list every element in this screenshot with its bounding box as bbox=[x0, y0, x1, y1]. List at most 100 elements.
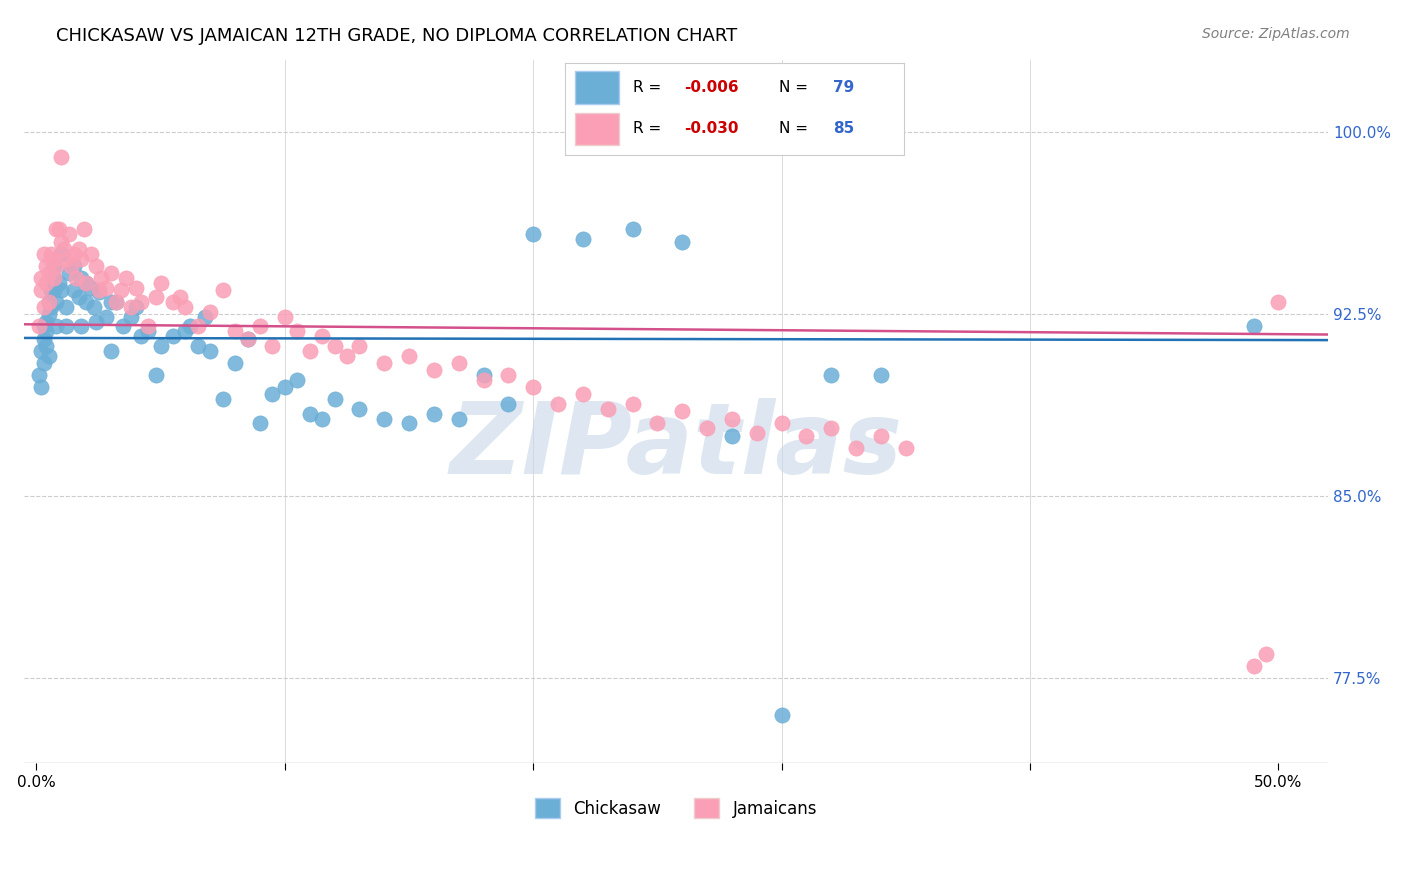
Point bbox=[51, 283, 73, 297]
Point bbox=[75, 276, 97, 290]
Point bbox=[75, 276, 97, 290]
Point bbox=[671, 404, 693, 418]
Point bbox=[62, 246, 84, 260]
Point bbox=[721, 428, 744, 442]
Point bbox=[149, 339, 172, 353]
Legend: Chickasaw, Jamaicans: Chickasaw, Jamaicans bbox=[529, 791, 824, 825]
Point bbox=[70, 271, 93, 285]
Point bbox=[67, 290, 90, 304]
Point bbox=[35, 339, 58, 353]
Text: CHICKASAW VS JAMAICAN 12TH GRADE, NO DIPLOMA CORRELATION CHART: CHICKASAW VS JAMAICAN 12TH GRADE, NO DIP… bbox=[56, 27, 738, 45]
Point bbox=[820, 368, 842, 382]
Point bbox=[94, 280, 117, 294]
Point bbox=[236, 332, 259, 346]
Point bbox=[1254, 647, 1277, 661]
Point bbox=[498, 397, 520, 411]
Point bbox=[70, 319, 93, 334]
Point bbox=[32, 356, 55, 370]
Point bbox=[45, 259, 67, 273]
Point bbox=[84, 259, 107, 273]
Point bbox=[110, 283, 132, 297]
Point bbox=[373, 411, 395, 425]
Point bbox=[200, 305, 222, 319]
Point bbox=[115, 271, 138, 285]
Point bbox=[62, 259, 84, 273]
Point bbox=[796, 428, 818, 442]
Point bbox=[162, 329, 184, 343]
Point bbox=[42, 271, 65, 285]
Point bbox=[32, 332, 55, 346]
Point bbox=[472, 368, 495, 382]
Point bbox=[285, 373, 308, 387]
Point bbox=[120, 310, 142, 324]
Point bbox=[145, 290, 167, 304]
Point bbox=[28, 319, 51, 334]
Point bbox=[323, 339, 346, 353]
Point bbox=[129, 329, 152, 343]
Point bbox=[42, 283, 65, 297]
Point bbox=[58, 227, 80, 242]
Point bbox=[38, 266, 60, 280]
Point bbox=[671, 235, 693, 249]
Point bbox=[224, 356, 246, 370]
Point bbox=[200, 343, 222, 358]
Point bbox=[621, 222, 644, 236]
Point bbox=[373, 356, 395, 370]
Point bbox=[125, 280, 148, 294]
Point bbox=[28, 368, 51, 382]
Point bbox=[870, 368, 893, 382]
Point bbox=[423, 407, 446, 421]
Point bbox=[35, 259, 58, 273]
Point bbox=[1267, 295, 1289, 310]
Point bbox=[100, 295, 122, 310]
Point bbox=[498, 368, 520, 382]
Point bbox=[447, 356, 470, 370]
Point bbox=[48, 222, 70, 236]
Point bbox=[41, 246, 63, 260]
Point bbox=[596, 401, 619, 416]
Point bbox=[55, 252, 77, 266]
Point bbox=[311, 329, 333, 343]
Point bbox=[41, 252, 63, 266]
Point bbox=[51, 246, 73, 260]
Point bbox=[41, 300, 63, 314]
Point bbox=[745, 426, 768, 441]
Point bbox=[38, 295, 60, 310]
Point bbox=[32, 319, 55, 334]
Point bbox=[187, 319, 209, 334]
Point bbox=[211, 392, 233, 407]
Point bbox=[770, 417, 793, 431]
Point bbox=[187, 339, 209, 353]
Point bbox=[67, 242, 90, 256]
Point bbox=[100, 266, 122, 280]
Point bbox=[45, 295, 67, 310]
Point bbox=[32, 300, 55, 314]
Point bbox=[42, 259, 65, 273]
Point bbox=[120, 300, 142, 314]
Point bbox=[285, 324, 308, 338]
Text: ZIPatlas: ZIPatlas bbox=[450, 398, 903, 495]
Point bbox=[349, 401, 371, 416]
Point bbox=[721, 411, 744, 425]
Point bbox=[84, 315, 107, 329]
Point bbox=[262, 387, 284, 401]
Point bbox=[83, 300, 105, 314]
Point bbox=[522, 380, 544, 394]
Point bbox=[30, 283, 52, 297]
Point bbox=[870, 428, 893, 442]
Point bbox=[62, 283, 84, 297]
Point bbox=[30, 380, 52, 394]
Point bbox=[48, 276, 70, 290]
Point bbox=[274, 310, 297, 324]
Point bbox=[647, 417, 669, 431]
Point bbox=[845, 441, 868, 455]
Point bbox=[30, 271, 52, 285]
Point bbox=[30, 343, 52, 358]
Point bbox=[249, 417, 271, 431]
Point bbox=[696, 421, 718, 435]
Point bbox=[70, 252, 93, 266]
Point bbox=[174, 324, 197, 338]
Point bbox=[75, 295, 97, 310]
Point bbox=[298, 407, 321, 421]
Point bbox=[38, 307, 60, 321]
